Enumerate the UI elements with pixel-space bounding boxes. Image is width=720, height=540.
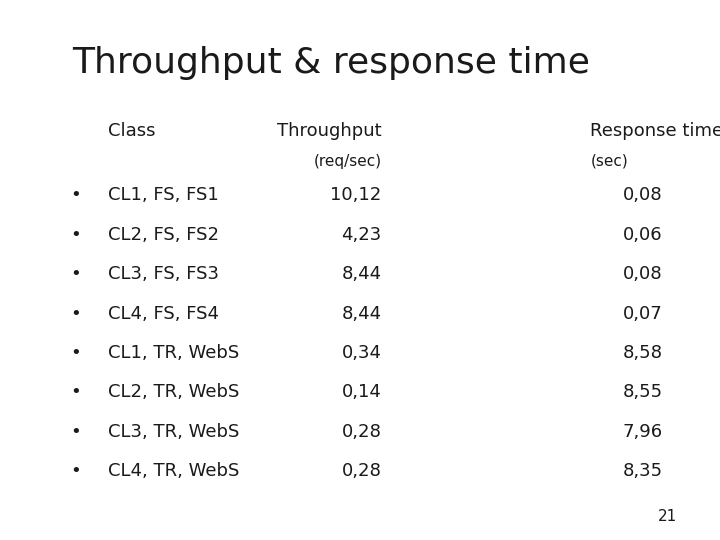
- Text: •: •: [71, 423, 81, 441]
- Text: CL2, TR, WebS: CL2, TR, WebS: [108, 383, 239, 401]
- Text: 7,96: 7,96: [622, 423, 662, 441]
- Text: (sec): (sec): [590, 154, 628, 169]
- Text: 10,12: 10,12: [330, 186, 382, 204]
- Text: 21: 21: [657, 509, 677, 524]
- Text: CL2, FS, FS2: CL2, FS, FS2: [108, 226, 219, 244]
- Text: •: •: [71, 462, 81, 480]
- Text: Throughput & response time: Throughput & response time: [72, 46, 590, 80]
- Text: CL3, FS, FS3: CL3, FS, FS3: [108, 265, 219, 283]
- Text: 0,08: 0,08: [623, 186, 662, 204]
- Text: 8,58: 8,58: [622, 344, 662, 362]
- Text: 0,28: 0,28: [342, 462, 382, 480]
- Text: •: •: [71, 265, 81, 283]
- Text: 0,08: 0,08: [623, 265, 662, 283]
- Text: 0,34: 0,34: [341, 344, 382, 362]
- Text: 8,55: 8,55: [622, 383, 662, 401]
- Text: CL4, TR, WebS: CL4, TR, WebS: [108, 462, 239, 480]
- Text: •: •: [71, 383, 81, 401]
- Text: 0,28: 0,28: [342, 423, 382, 441]
- Text: •: •: [71, 226, 81, 244]
- Text: 8,44: 8,44: [341, 305, 382, 322]
- Text: (req/sec): (req/sec): [313, 154, 382, 169]
- Text: Class: Class: [108, 122, 156, 139]
- Text: 8,44: 8,44: [341, 265, 382, 283]
- Text: CL1, TR, WebS: CL1, TR, WebS: [108, 344, 239, 362]
- Text: •: •: [71, 186, 81, 204]
- Text: Throughput: Throughput: [277, 122, 382, 139]
- Text: 0,06: 0,06: [623, 226, 662, 244]
- Text: CL1, FS, FS1: CL1, FS, FS1: [108, 186, 219, 204]
- Text: 0,07: 0,07: [623, 305, 662, 322]
- Text: CL3, TR, WebS: CL3, TR, WebS: [108, 423, 239, 441]
- Text: 8,35: 8,35: [622, 462, 662, 480]
- Text: 4,23: 4,23: [341, 226, 382, 244]
- Text: •: •: [71, 344, 81, 362]
- Text: •: •: [71, 305, 81, 322]
- Text: Response time: Response time: [590, 122, 720, 139]
- Text: 0,14: 0,14: [342, 383, 382, 401]
- Text: CL4, FS, FS4: CL4, FS, FS4: [108, 305, 219, 322]
